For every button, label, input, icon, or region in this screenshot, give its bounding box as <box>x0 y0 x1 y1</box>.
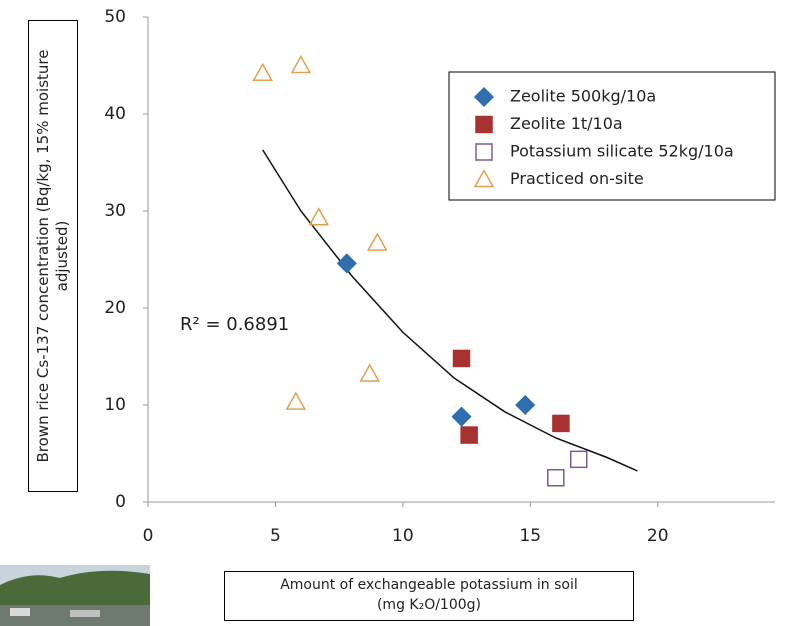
x-tick-label: 20 <box>647 526 669 546</box>
point <box>569 450 588 469</box>
legend-marker <box>473 86 495 108</box>
y-tick-label: 30 <box>104 201 126 221</box>
point <box>290 54 312 74</box>
point <box>285 391 307 410</box>
point <box>452 349 471 368</box>
x-tick-label: 15 <box>519 526 541 546</box>
point <box>552 414 570 433</box>
legend-label: Potassium silicate 52kg/10a <box>510 142 734 161</box>
legend-marker <box>473 168 495 188</box>
x-tick-label: 0 <box>143 526 154 546</box>
legend-marker <box>475 115 493 134</box>
point <box>359 363 381 382</box>
legend-label: Zeolite 1t/10a <box>510 114 623 133</box>
point <box>515 394 536 416</box>
y-axis-label-box: Brown rice Cs-137 concentration (Bq/kg, … <box>28 20 78 492</box>
y-tick-label: 0 <box>115 492 126 512</box>
annotation: R² = 0.6891 <box>180 314 289 335</box>
y-tick-label: 20 <box>104 298 126 318</box>
x-tick-label: 10 <box>392 526 414 546</box>
y-tick-label: 10 <box>104 395 126 415</box>
point <box>460 426 478 444</box>
x-tick-label: 5 <box>270 526 281 546</box>
y-axis-label: Brown rice Cs-137 concentration (Bq/kg, … <box>34 49 71 463</box>
y-tick-label: 50 <box>104 7 126 27</box>
point <box>367 232 388 251</box>
legend-marker <box>475 143 493 161</box>
point <box>336 253 357 274</box>
y-tick-label: 40 <box>104 104 126 124</box>
point <box>451 406 472 427</box>
legend-label: Practiced on-site <box>510 169 644 188</box>
point <box>308 207 330 226</box>
legend-box <box>448 71 776 201</box>
x-axis-label: Amount of exchangeable potassium in soil… <box>224 571 634 621</box>
trend-line <box>262 149 638 472</box>
point <box>547 469 565 487</box>
point <box>252 62 273 82</box>
photo <box>0 565 150 626</box>
legend-label: Zeolite 500kg/10a <box>510 87 656 106</box>
